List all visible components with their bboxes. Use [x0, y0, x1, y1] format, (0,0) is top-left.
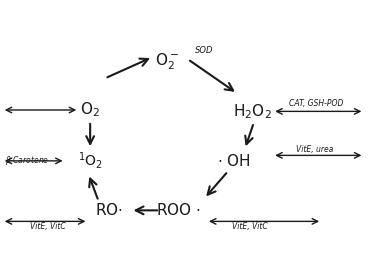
Text: $\cdot$ OH: $\cdot$ OH: [217, 153, 251, 169]
Text: SOD: SOD: [195, 46, 213, 55]
Text: CAT, GSH-POD: CAT, GSH-POD: [289, 99, 344, 108]
Text: $\beta$-Carotene: $\beta$-Carotene: [6, 154, 50, 167]
Text: VitE, VitC: VitE, VitC: [232, 222, 268, 231]
Text: $^1$O$_2$: $^1$O$_2$: [78, 150, 103, 171]
Text: VitE, VitC: VitE, VitC: [30, 222, 66, 231]
Text: H$_2$O$_2$: H$_2$O$_2$: [233, 102, 272, 121]
Text: VitE, urea: VitE, urea: [296, 145, 333, 154]
Text: ROO $\cdot$: ROO $\cdot$: [156, 202, 201, 218]
Text: O$_2^-$: O$_2^-$: [155, 52, 180, 72]
Text: O$_2$: O$_2$: [80, 101, 100, 119]
Text: RO$\cdot$: RO$\cdot$: [95, 202, 123, 218]
